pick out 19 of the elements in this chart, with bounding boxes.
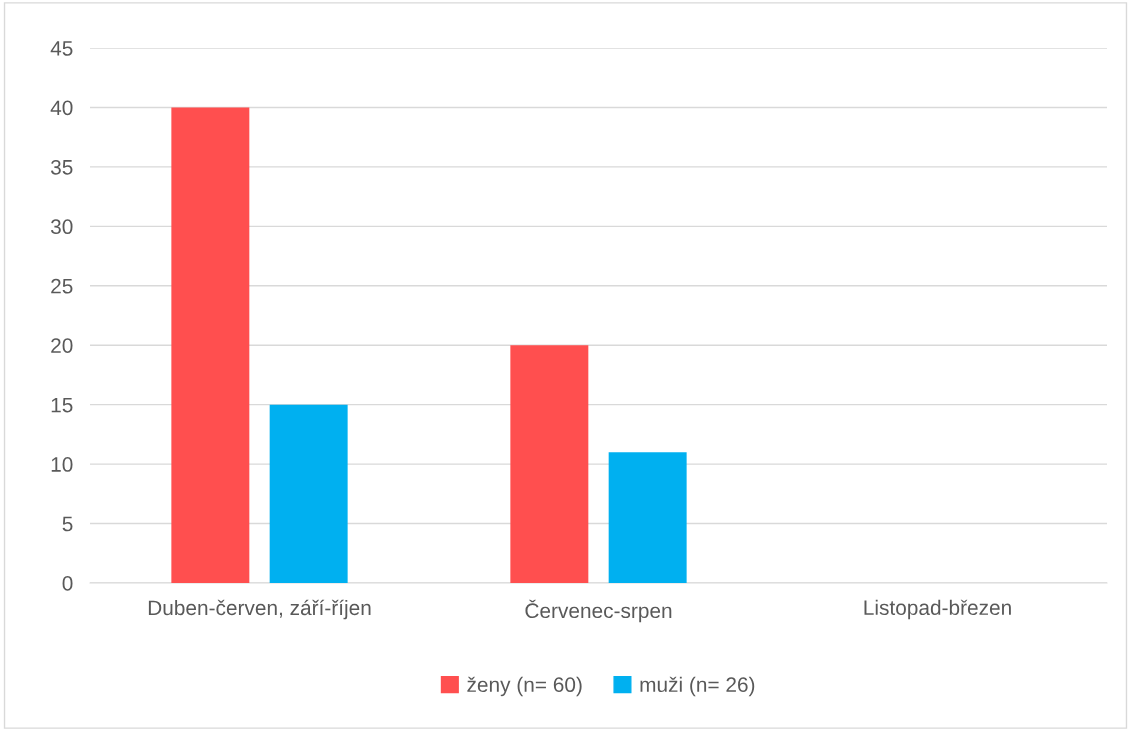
bar — [171, 107, 250, 583]
bar — [608, 452, 687, 583]
y-tick-label: 45 — [50, 41, 73, 56]
y-tick-label: 20 — [51, 338, 73, 353]
x-tick-label: Listopad-březen — [864, 599, 1011, 620]
y-tick-label: 10 — [51, 457, 73, 472]
y-tick-label: 40 — [50, 100, 73, 116]
x-tick-label: Červenec-srpen — [525, 599, 672, 623]
y-tick-label: 0 — [62, 576, 73, 591]
legend-label: muži (n= 26) — [640, 676, 755, 697]
legend-label: ženy (n= 60) — [467, 676, 582, 697]
y-tick-label: 5 — [62, 516, 73, 532]
bar — [510, 345, 589, 583]
y-tick-label: 30 — [50, 219, 73, 235]
y-tick-label: 15 — [51, 397, 73, 413]
bar — [269, 404, 348, 583]
y-tick-label: 35 — [50, 159, 73, 175]
y-tick-label: 25 — [51, 278, 73, 294]
x-tick-label: Duben-červen, září-říjen — [148, 599, 371, 620]
